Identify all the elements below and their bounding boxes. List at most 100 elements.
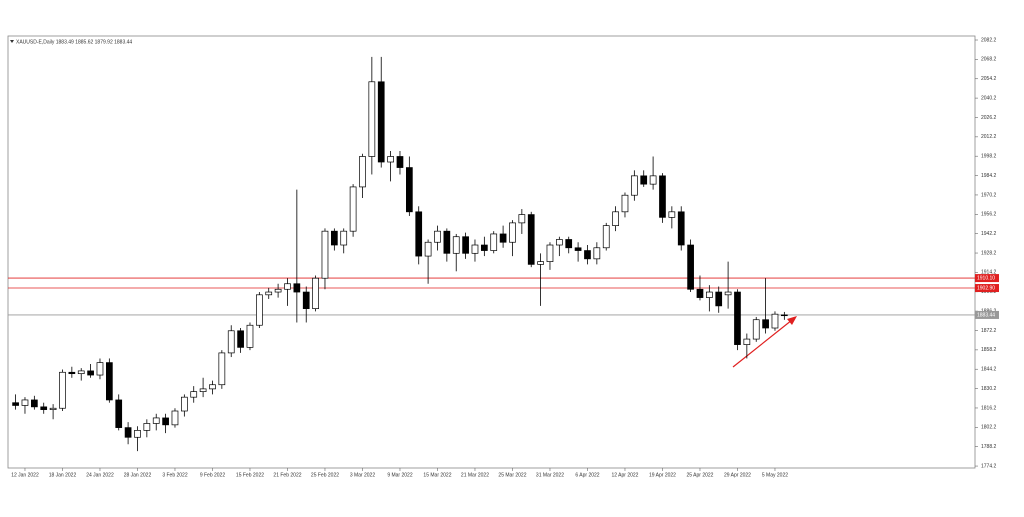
candle-body [237,330,244,348]
candle-body [312,277,319,309]
candle-body [612,211,619,226]
y-tick-label: 1844.2 [981,367,997,373]
candle-body [659,175,666,218]
y-tick-label: 1872.2 [981,328,997,334]
candle-body [359,156,366,188]
level-label: 1902.90 [977,285,995,291]
y-tick-label: 2054.2 [981,76,997,82]
candle-body [246,324,254,348]
y-tick-label: 1914.2 [981,270,997,276]
candle-body [499,233,507,243]
candle-body [762,319,769,329]
candle-body [462,236,469,254]
candle-body [21,399,29,406]
candle-body [434,230,441,243]
candle-body [274,288,282,293]
x-tick-label: 15 Mar 2022 [423,472,451,478]
candle-body [555,239,563,246]
candle-body [452,236,460,254]
x-tick-label: 15 Feb 2022 [236,472,264,478]
candle-body [265,291,273,296]
candle-body [584,250,591,260]
candle-body [331,230,338,246]
candle-body [12,402,19,406]
x-tick-label: 24 Jan 2022 [86,472,114,478]
candle-body [743,338,751,345]
candle-body [40,406,48,410]
y-tick-label: 1788.2 [981,444,997,450]
x-tick-label: 25 Feb 2022 [311,472,339,478]
candle-body [415,211,423,257]
candle-body [509,222,516,243]
candle-body [696,288,704,298]
candle-body [649,175,657,185]
x-tick-label: 28 Jan 2022 [124,472,152,478]
x-tick-label: 18 Jan 2022 [49,472,77,478]
level-label: 1910.10 [977,275,995,281]
candle-body [293,283,301,293]
candle-body [171,410,179,426]
candle-body [677,211,685,246]
candle-body [143,423,151,431]
x-tick-label: 25 Apr 2022 [686,472,713,478]
y-tick-label: 1816.2 [981,405,997,411]
candle-body [537,261,544,265]
candle-body [302,291,310,309]
x-tick-label: 31 Mar 2022 [536,472,564,478]
plot-frame [7,35,976,469]
candle-body [152,417,160,424]
trend-arrow-head [787,316,797,325]
candle-body [349,186,357,232]
candle-body [96,362,104,376]
y-tick-label: 1774.2 [981,463,997,469]
x-tick-label: 3 Mar 2022 [350,472,376,478]
candle-body [227,330,235,354]
candle-body [443,230,451,254]
candle-body [621,194,629,213]
x-tick-label: 6 Apr 2022 [575,472,599,478]
candle-body [724,291,732,296]
y-tick-label: 1802.2 [981,425,997,431]
candle-body [115,399,123,428]
candle-body [49,407,57,410]
x-tick-label: 21 Mar 2022 [461,472,489,478]
y-tick-label: 2026.2 [981,115,997,121]
level-tag [975,274,999,283]
chart-title: XAUUSD-E,Daily 1883.49 1885.62 1879.92 1… [16,39,132,45]
candle-body [59,371,66,409]
y-tick-label: 1858.2 [981,347,997,353]
candle-body [771,313,779,329]
y-tick-label: 2082.2 [981,37,997,43]
candle-body [546,244,554,262]
candle-body [190,391,198,398]
candle-body [321,230,329,279]
candle-body [105,362,113,401]
candle-body [368,81,376,157]
y-tick-label: 1928.2 [981,250,997,256]
candle-body [481,244,488,251]
candle-body [199,388,207,392]
candle-body [687,244,694,290]
candle-body [218,352,226,386]
candle-body [209,384,216,390]
y-tick-label: 1984.2 [981,173,997,179]
candle-body [181,396,188,412]
y-tick-label: 2040.2 [981,95,997,101]
candle-body [87,370,94,376]
candle-body [565,239,573,249]
x-tick-label: 12 Apr 2022 [611,472,638,478]
candle-body [780,314,788,317]
candle-body [68,371,76,375]
candle-body [574,247,582,251]
y-tick-label: 1942.2 [981,231,997,237]
candle-body [490,233,498,251]
level-tag [975,284,999,293]
y-tick-label: 2068.2 [981,57,997,63]
title-marker [10,40,14,43]
x-tick-label: 9 Feb 2022 [200,472,226,478]
candle-body [256,294,263,326]
candle-body [518,214,526,224]
candle-body [630,175,638,196]
x-tick-label: 25 Mar 2022 [498,472,526,478]
candle-body [77,370,85,375]
